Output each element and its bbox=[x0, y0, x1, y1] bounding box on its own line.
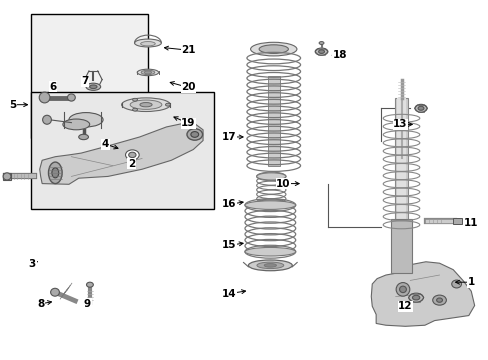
Ellipse shape bbox=[256, 200, 285, 207]
Ellipse shape bbox=[256, 173, 285, 180]
Text: 4: 4 bbox=[102, 139, 109, 149]
Ellipse shape bbox=[256, 262, 283, 269]
Ellipse shape bbox=[63, 119, 89, 130]
Ellipse shape bbox=[125, 150, 139, 160]
Ellipse shape bbox=[51, 288, 59, 296]
Bar bbox=[390, 220, 411, 273]
Bar bbox=[452, 218, 461, 225]
Text: 19: 19 bbox=[181, 118, 195, 128]
Ellipse shape bbox=[134, 39, 161, 47]
Ellipse shape bbox=[417, 106, 423, 110]
Bar bbox=[31, 14, 148, 138]
Ellipse shape bbox=[128, 152, 136, 158]
Ellipse shape bbox=[259, 45, 288, 53]
Ellipse shape bbox=[315, 48, 327, 55]
Ellipse shape bbox=[69, 113, 103, 127]
Ellipse shape bbox=[86, 282, 93, 287]
Ellipse shape bbox=[137, 69, 158, 76]
Text: 17: 17 bbox=[221, 132, 236, 142]
Ellipse shape bbox=[140, 103, 152, 107]
Ellipse shape bbox=[141, 41, 155, 46]
Text: 8: 8 bbox=[38, 299, 45, 309]
Text: 3: 3 bbox=[29, 259, 36, 269]
Text: 14: 14 bbox=[221, 289, 236, 299]
Ellipse shape bbox=[318, 50, 324, 53]
Ellipse shape bbox=[141, 70, 155, 75]
Ellipse shape bbox=[186, 129, 202, 140]
Polygon shape bbox=[40, 123, 203, 184]
Ellipse shape bbox=[395, 283, 409, 296]
Text: 9: 9 bbox=[84, 299, 91, 309]
Ellipse shape bbox=[244, 247, 295, 256]
Polygon shape bbox=[370, 262, 474, 326]
Text: 5: 5 bbox=[9, 100, 17, 110]
Ellipse shape bbox=[264, 264, 276, 267]
Ellipse shape bbox=[130, 100, 162, 109]
Bar bbox=[267, 76, 279, 166]
Ellipse shape bbox=[79, 134, 88, 140]
Ellipse shape bbox=[408, 293, 423, 302]
Text: 18: 18 bbox=[332, 50, 346, 60]
Ellipse shape bbox=[436, 298, 442, 302]
Ellipse shape bbox=[52, 168, 59, 178]
Text: 2: 2 bbox=[127, 159, 135, 169]
Text: 6: 6 bbox=[49, 82, 57, 92]
Ellipse shape bbox=[399, 286, 406, 293]
Text: 15: 15 bbox=[221, 240, 236, 250]
Text: 10: 10 bbox=[276, 179, 290, 189]
Ellipse shape bbox=[319, 41, 324, 44]
Ellipse shape bbox=[86, 83, 101, 90]
Text: 12: 12 bbox=[397, 301, 412, 311]
Ellipse shape bbox=[67, 94, 75, 101]
Bar bbox=[394, 98, 407, 226]
Ellipse shape bbox=[165, 103, 170, 106]
Bar bbox=[3, 173, 11, 180]
Ellipse shape bbox=[414, 104, 426, 112]
Ellipse shape bbox=[250, 42, 296, 56]
Ellipse shape bbox=[42, 115, 51, 124]
Ellipse shape bbox=[412, 295, 419, 300]
Bar bbox=[31, 92, 213, 209]
Ellipse shape bbox=[451, 280, 461, 288]
Ellipse shape bbox=[190, 132, 198, 137]
Text: 11: 11 bbox=[463, 218, 478, 228]
Ellipse shape bbox=[48, 162, 62, 184]
Ellipse shape bbox=[89, 85, 97, 89]
Ellipse shape bbox=[432, 295, 446, 305]
Bar bbox=[396, 98, 406, 226]
Text: 20: 20 bbox=[181, 82, 195, 93]
Text: 21: 21 bbox=[181, 45, 195, 55]
Ellipse shape bbox=[39, 92, 50, 103]
Ellipse shape bbox=[248, 260, 292, 271]
Ellipse shape bbox=[244, 201, 295, 210]
Ellipse shape bbox=[122, 98, 170, 112]
Ellipse shape bbox=[132, 98, 137, 101]
Text: 13: 13 bbox=[392, 120, 407, 129]
Text: 1: 1 bbox=[467, 277, 474, 287]
Text: 16: 16 bbox=[221, 199, 236, 210]
Ellipse shape bbox=[144, 71, 151, 74]
Ellipse shape bbox=[3, 173, 11, 180]
Ellipse shape bbox=[132, 108, 137, 111]
Text: 7: 7 bbox=[81, 76, 88, 86]
